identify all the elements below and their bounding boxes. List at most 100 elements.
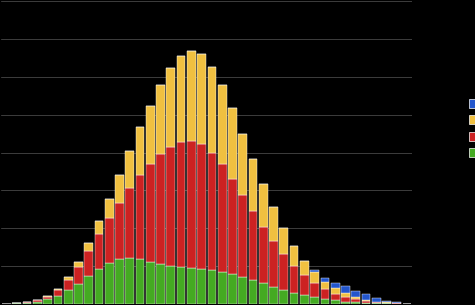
Bar — [331, 288, 340, 294]
Bar — [310, 272, 319, 283]
Bar — [300, 295, 309, 303]
Bar — [115, 175, 124, 203]
Bar — [372, 298, 380, 302]
Bar — [105, 263, 114, 303]
Bar — [136, 127, 144, 175]
Bar — [197, 54, 206, 144]
Bar — [259, 283, 267, 303]
Bar — [208, 270, 216, 303]
Bar — [23, 302, 31, 303]
Bar — [187, 141, 196, 268]
Bar — [269, 241, 278, 287]
Bar — [248, 159, 257, 211]
Bar — [218, 85, 227, 164]
Bar — [238, 195, 247, 277]
Bar — [177, 142, 186, 267]
Bar — [74, 267, 83, 284]
Bar — [95, 269, 104, 303]
Bar — [352, 302, 360, 303]
Bar — [64, 290, 73, 303]
Bar — [228, 108, 237, 179]
Bar — [125, 258, 134, 303]
Bar — [341, 293, 350, 297]
Bar — [218, 272, 227, 303]
Bar — [146, 106, 155, 164]
Bar — [167, 266, 175, 303]
Bar — [146, 164, 155, 262]
Bar — [300, 261, 309, 275]
Bar — [43, 297, 52, 300]
Bar — [279, 254, 288, 290]
Bar — [290, 293, 298, 303]
Bar — [125, 151, 134, 188]
Bar — [310, 297, 319, 303]
Bar — [290, 266, 298, 293]
Bar — [85, 276, 93, 303]
Bar — [290, 246, 298, 266]
Bar — [341, 302, 350, 303]
Bar — [279, 290, 288, 303]
Bar — [269, 287, 278, 303]
Bar — [136, 175, 144, 259]
Bar — [167, 68, 175, 147]
Bar — [218, 164, 227, 272]
Bar — [392, 302, 401, 303]
Bar — [156, 264, 165, 303]
Bar — [321, 299, 329, 303]
Bar — [105, 199, 114, 218]
Bar — [95, 234, 104, 269]
Bar — [321, 289, 329, 299]
Bar — [197, 269, 206, 303]
Bar — [54, 290, 62, 296]
Bar — [74, 262, 83, 267]
Bar — [352, 297, 360, 300]
Bar — [341, 297, 350, 302]
Bar — [228, 179, 237, 274]
Bar — [105, 218, 114, 263]
Bar — [43, 296, 52, 297]
Bar — [321, 278, 329, 282]
Bar — [146, 262, 155, 303]
Bar — [85, 243, 93, 251]
Bar — [321, 282, 329, 289]
Bar — [382, 301, 391, 303]
Bar — [361, 294, 371, 300]
Bar — [208, 153, 216, 270]
Bar — [372, 302, 380, 303]
Bar — [341, 286, 350, 293]
Bar — [197, 144, 206, 269]
Bar — [228, 274, 237, 303]
Bar — [64, 277, 73, 280]
Bar — [156, 85, 165, 154]
Bar — [74, 284, 83, 303]
Bar — [361, 301, 371, 303]
Bar — [238, 277, 247, 303]
Bar — [177, 267, 186, 303]
Bar — [33, 302, 42, 303]
Bar — [331, 283, 340, 288]
Bar — [361, 300, 371, 301]
Bar — [279, 228, 288, 254]
Bar — [95, 221, 104, 234]
Bar — [43, 300, 52, 303]
Bar — [187, 52, 196, 141]
Bar — [208, 67, 216, 153]
Bar — [248, 211, 257, 280]
Bar — [187, 268, 196, 303]
Bar — [167, 147, 175, 266]
Legend: , , , : , , , — [469, 99, 475, 158]
Bar — [125, 188, 134, 258]
Bar — [156, 154, 165, 264]
Bar — [54, 296, 62, 303]
Bar — [115, 259, 124, 303]
Bar — [85, 251, 93, 276]
Bar — [54, 289, 62, 290]
Bar — [136, 259, 144, 303]
Bar — [248, 280, 257, 303]
Bar — [310, 283, 319, 297]
Bar — [269, 207, 278, 241]
Bar — [33, 300, 42, 302]
Bar — [177, 56, 186, 142]
Bar — [310, 270, 319, 272]
Bar — [331, 300, 340, 303]
